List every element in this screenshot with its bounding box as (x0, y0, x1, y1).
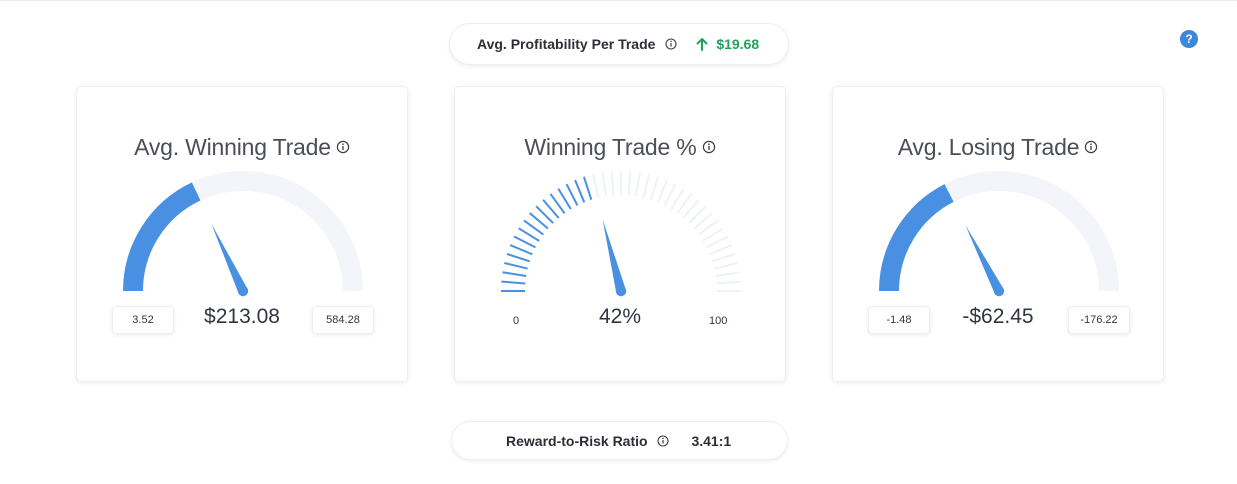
gauge-value: -$62.45 (962, 305, 1034, 328)
gauge-tick (698, 219, 719, 236)
gauge-tick (513, 235, 536, 249)
top-divider (0, 0, 1237, 1)
gauge-needle-hub (237, 285, 249, 297)
gauge-track (123, 171, 363, 292)
gauge-tick (557, 188, 572, 210)
gauge-tick (610, 171, 615, 196)
reward-risk-pill: Reward-to-Risk Ratio 3.41:1 (451, 421, 788, 460)
gauge-needle (211, 224, 248, 294)
avg-profitability-pill: Avg. Profitability Per Trade $19.68 (449, 23, 789, 65)
gauge-dial (879, 171, 1119, 297)
gauge-tick (656, 179, 668, 203)
gauge-tick (709, 244, 733, 256)
gauge-tick (565, 183, 579, 206)
gauge-tick (627, 171, 632, 196)
gauge-tick (542, 199, 560, 219)
gauge-max-value: 584.28 (312, 306, 374, 334)
gauge-tick (688, 205, 707, 224)
gauge-needle (602, 219, 626, 293)
gauge-tick (716, 280, 741, 285)
gauge-min-value: 0 (513, 315, 520, 327)
gauge-min-value: 3.52 (112, 306, 174, 334)
gauge-tick (523, 219, 544, 236)
gauge-card-avg-winning-trade: Avg. Winning Trade 3.52 $213.08 584.28 (76, 86, 408, 382)
gauge-tick (535, 205, 554, 224)
reward-risk-label: Reward-to-Risk Ratio (506, 433, 670, 449)
info-icon[interactable] (1084, 140, 1098, 154)
gauge-tick (504, 262, 528, 270)
gauge-tick (693, 212, 713, 230)
gauge-title: Winning Trade % (455, 134, 785, 161)
avg-profitability-value: $19.68 (695, 36, 759, 52)
gauge-max-value: 100 (709, 315, 728, 327)
info-icon[interactable] (665, 38, 677, 50)
gauge-fill (879, 184, 954, 292)
gauge-tick (635, 172, 641, 197)
gauge-tick (702, 227, 724, 242)
gauge-tick (682, 199, 700, 219)
info-icon[interactable] (336, 140, 350, 154)
gauge-tick (582, 176, 593, 201)
gauge-tick (601, 172, 607, 197)
gauge-tick (506, 252, 531, 263)
gauge-tick (574, 179, 586, 203)
gauge-title: Avg. Winning Trade (77, 134, 407, 161)
gauge-dial (123, 171, 363, 297)
gauge-title: Avg. Losing Trade (833, 134, 1163, 161)
gauge-value: $213.08 (204, 305, 280, 328)
gauge-min-value: -1.48 (868, 306, 930, 334)
gauge-tick (715, 271, 740, 277)
gauge-fill (123, 182, 201, 292)
gauge-tick (509, 244, 533, 256)
arrow-up-icon (696, 38, 708, 51)
gauge-tick (670, 188, 685, 210)
gauge-dial (501, 171, 741, 297)
gauge-tick (549, 193, 566, 214)
gauge-tick (529, 212, 549, 230)
gauge-tick (502, 271, 527, 277)
gauge-value: 42% (598, 305, 642, 328)
gauge-tick (714, 262, 738, 270)
gauge-tick (518, 227, 540, 242)
gauge-needle-hub (993, 285, 1005, 297)
gauge-tick (663, 183, 677, 206)
info-icon[interactable] (657, 434, 670, 447)
gauge-card-winning-trade-pct: Winning Trade % 0 42% 100 (454, 86, 786, 382)
gauge-needle-hub (615, 285, 627, 297)
gauge-tick (711, 252, 736, 263)
gauge-track (879, 171, 1119, 292)
reward-risk-value: 3.41:1 (691, 432, 732, 449)
gauge-needle (965, 225, 1004, 294)
gauge-card-avg-losing-trade: Avg. Losing Trade -1.48 -$62.45 -176.22 (832, 86, 1164, 382)
gauge-tick (706, 235, 729, 249)
gauge-tick (649, 176, 660, 201)
gauge-tick (676, 193, 693, 214)
avg-profitability-label: Avg. Profitability Per Trade (477, 36, 677, 52)
gauge-tick (592, 174, 600, 198)
help-icon[interactable]: ? (1180, 30, 1198, 48)
gauge-max-value: -176.22 (1068, 306, 1130, 334)
gauge-tick (642, 174, 650, 198)
info-icon[interactable] (702, 140, 716, 154)
gauge-tick (501, 280, 526, 285)
